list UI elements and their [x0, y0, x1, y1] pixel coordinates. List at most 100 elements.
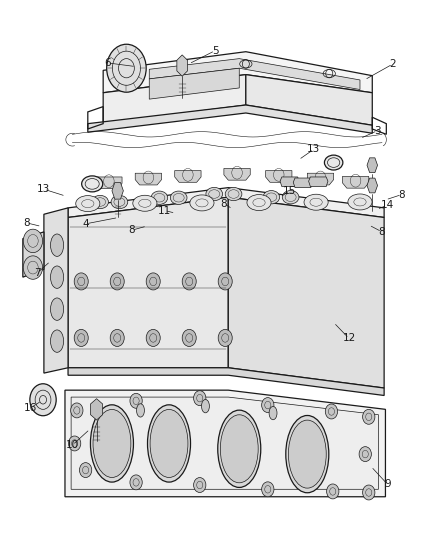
Polygon shape — [135, 173, 161, 185]
Ellipse shape — [285, 416, 328, 492]
Polygon shape — [44, 208, 68, 373]
Text: 13: 13 — [307, 144, 320, 154]
Ellipse shape — [170, 191, 187, 205]
Ellipse shape — [262, 190, 279, 204]
Ellipse shape — [132, 195, 157, 211]
Circle shape — [261, 398, 273, 413]
Ellipse shape — [50, 234, 64, 256]
Text: 8: 8 — [378, 227, 385, 237]
Polygon shape — [71, 397, 378, 489]
Polygon shape — [177, 55, 187, 76]
Ellipse shape — [217, 410, 260, 487]
Text: 8: 8 — [397, 190, 404, 199]
Circle shape — [30, 384, 56, 416]
Ellipse shape — [205, 187, 222, 201]
Ellipse shape — [92, 195, 108, 209]
Circle shape — [110, 273, 124, 290]
Text: 9: 9 — [383, 479, 390, 489]
Circle shape — [193, 391, 205, 406]
Ellipse shape — [288, 420, 325, 488]
Polygon shape — [23, 232, 44, 277]
Polygon shape — [68, 368, 383, 395]
Polygon shape — [308, 177, 327, 187]
Text: 14: 14 — [380, 200, 393, 210]
Ellipse shape — [93, 409, 131, 478]
FancyBboxPatch shape — [232, 221, 261, 255]
FancyBboxPatch shape — [146, 229, 177, 276]
Polygon shape — [265, 171, 291, 182]
Circle shape — [74, 329, 88, 346]
Ellipse shape — [147, 405, 190, 482]
FancyBboxPatch shape — [74, 229, 105, 276]
Circle shape — [358, 447, 371, 462]
Text: 7: 7 — [34, 268, 41, 278]
Ellipse shape — [76, 196, 100, 212]
Polygon shape — [293, 178, 312, 188]
Text: 6: 6 — [104, 58, 111, 68]
Circle shape — [79, 463, 92, 478]
Circle shape — [182, 273, 196, 290]
Ellipse shape — [303, 194, 327, 210]
Text: 3: 3 — [373, 126, 380, 135]
Circle shape — [193, 478, 205, 492]
FancyBboxPatch shape — [232, 330, 261, 364]
Polygon shape — [228, 197, 383, 388]
Circle shape — [110, 329, 124, 346]
Polygon shape — [68, 197, 228, 368]
Text: 8: 8 — [23, 218, 30, 228]
Text: 16: 16 — [24, 403, 37, 413]
FancyBboxPatch shape — [182, 229, 213, 276]
Ellipse shape — [151, 191, 167, 205]
FancyBboxPatch shape — [146, 289, 177, 336]
Circle shape — [71, 403, 83, 418]
Ellipse shape — [246, 195, 271, 211]
FancyBboxPatch shape — [74, 289, 105, 336]
Circle shape — [68, 436, 81, 451]
Text: 2: 2 — [389, 59, 396, 69]
Circle shape — [74, 273, 88, 290]
Text: 10: 10 — [66, 440, 79, 450]
Text: 15: 15 — [283, 186, 296, 196]
Text: 12: 12 — [342, 334, 355, 343]
Circle shape — [130, 393, 142, 408]
Polygon shape — [245, 75, 371, 125]
Circle shape — [362, 485, 374, 500]
Circle shape — [218, 273, 232, 290]
Polygon shape — [149, 59, 359, 90]
Polygon shape — [342, 176, 368, 188]
Ellipse shape — [50, 266, 64, 288]
Polygon shape — [223, 168, 250, 180]
Ellipse shape — [136, 404, 144, 417]
Polygon shape — [68, 188, 383, 217]
Text: 13: 13 — [37, 184, 50, 194]
Circle shape — [218, 329, 232, 346]
Polygon shape — [174, 171, 201, 182]
Circle shape — [146, 329, 160, 346]
Ellipse shape — [50, 330, 64, 352]
Circle shape — [130, 475, 142, 490]
Polygon shape — [95, 177, 122, 189]
Text: 5: 5 — [211, 46, 218, 55]
Polygon shape — [112, 182, 123, 199]
FancyBboxPatch shape — [110, 289, 141, 336]
Ellipse shape — [81, 176, 102, 192]
Polygon shape — [366, 158, 377, 173]
Polygon shape — [88, 105, 371, 133]
Circle shape — [362, 409, 374, 424]
Ellipse shape — [201, 400, 209, 413]
Text: 4: 4 — [82, 219, 89, 229]
Text: 8: 8 — [128, 225, 135, 235]
Ellipse shape — [50, 298, 64, 320]
Ellipse shape — [220, 415, 258, 483]
Polygon shape — [149, 68, 239, 99]
Ellipse shape — [225, 187, 241, 201]
Ellipse shape — [268, 406, 276, 420]
Polygon shape — [103, 75, 245, 124]
Ellipse shape — [111, 195, 127, 209]
FancyBboxPatch shape — [182, 289, 213, 336]
Circle shape — [182, 329, 196, 346]
Polygon shape — [279, 177, 299, 187]
Ellipse shape — [189, 195, 214, 211]
FancyBboxPatch shape — [232, 257, 261, 292]
FancyBboxPatch shape — [232, 294, 261, 328]
